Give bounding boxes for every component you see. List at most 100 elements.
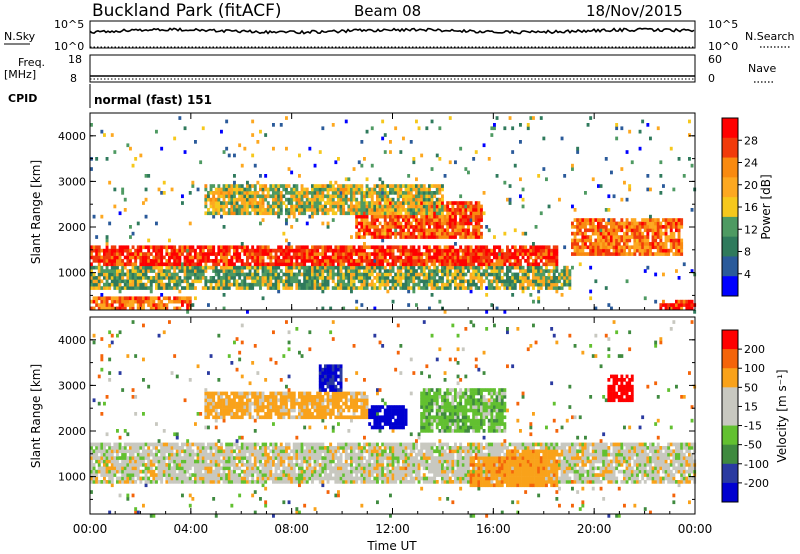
heatmap-cell: [243, 197, 247, 202]
heatmap-cell: [222, 279, 226, 284]
heatmap-cell: [149, 296, 153, 301]
heatmap-cell: [630, 235, 634, 239]
heatmap-cell: [311, 214, 314, 219]
heatmap-cell: [90, 255, 93, 260]
heatmap-cell: [430, 211, 434, 216]
heatmap-cell: [162, 446, 166, 450]
heatmap-cell: [311, 204, 314, 209]
heatmap-cell: [438, 279, 442, 284]
heatmap-cell: [139, 442, 143, 447]
heatmap-cell: [238, 194, 242, 199]
heatmap-cell: [399, 221, 403, 226]
heatmap-cell: [238, 456, 242, 460]
heatmap-cell: [136, 463, 140, 467]
heatmap-cell: [425, 255, 429, 260]
heatmap-cell: [547, 252, 551, 256]
heatmap-cell: [246, 476, 249, 481]
heatmap-cell: [435, 272, 439, 277]
heatmap-cell: [469, 259, 473, 263]
heatmap-cell: [381, 119, 385, 124]
heatmap-cell: [526, 126, 530, 131]
heatmap-cell: [448, 279, 452, 284]
heatmap-cell: [646, 218, 650, 222]
heatmap-cell: [589, 245, 593, 250]
heatmap-cell: [469, 282, 473, 287]
heatmap-cell: [121, 463, 125, 467]
heatmap-cell: [186, 252, 190, 256]
heatmap-cell: [139, 276, 143, 280]
heatmap-cell: [329, 208, 333, 212]
nsky-tick-bottom: 10^0: [54, 40, 84, 53]
heatmap-cell: [370, 194, 374, 199]
heatmap-cell: [199, 473, 203, 477]
heatmap-cell: [412, 228, 416, 233]
heatmap-cell: [480, 248, 483, 253]
heatmap-cell: [259, 252, 262, 256]
heatmap-cell: [118, 435, 122, 440]
heatmap-cell: [230, 476, 234, 481]
heatmap-cell: [142, 357, 145, 362]
heatmap-cell: [446, 272, 450, 277]
heatmap-cell: [136, 286, 140, 290]
heatmap-cell: [118, 245, 122, 250]
heatmap-cell: [253, 265, 257, 270]
heatmap-cell: [511, 255, 515, 260]
heatmap-cell: [134, 459, 138, 464]
heatmap-cell: [123, 255, 127, 260]
heatmap-cell: [357, 201, 361, 205]
heatmap-cell: [412, 279, 416, 284]
heatmap-cell: [217, 269, 221, 273]
heatmap-cell: [298, 282, 301, 287]
heatmap-cell: [209, 279, 213, 284]
heatmap-cell: [194, 286, 197, 290]
heatmap-cell: [352, 184, 356, 188]
heatmap-cell: [233, 456, 236, 460]
heatmap-cell: [435, 218, 439, 222]
heatmap-cell: [160, 299, 164, 304]
heatmap-cell: [175, 374, 179, 379]
heatmap-cell: [597, 184, 600, 188]
heatmap-cell: [347, 204, 351, 209]
heatmap-cell: [472, 208, 476, 212]
heatmap-cell: [238, 452, 242, 457]
heatmap-cell: [214, 252, 218, 256]
heatmap-cell: [108, 306, 112, 311]
heatmap-cell: [287, 211, 291, 216]
heatmap-cell: [454, 218, 457, 222]
heatmap-cell: [118, 252, 122, 256]
heatmap-cell: [162, 286, 166, 290]
heatmap-cell: [433, 262, 437, 267]
heatmap-cell: [420, 262, 424, 267]
heatmap-cell: [108, 255, 112, 260]
heatmap-cell: [389, 191, 392, 195]
heatmap-cell: [422, 282, 426, 287]
heatmap-cell: [409, 187, 413, 192]
heatmap-cell: [222, 150, 226, 154]
heatmap-cell: [389, 235, 392, 239]
heatmap-cell: [511, 276, 515, 280]
heatmap-cell: [352, 276, 356, 280]
heatmap-cell: [344, 265, 348, 270]
heatmap-cell: [240, 204, 244, 209]
heatmap-cell: [357, 221, 361, 226]
heatmap-cell: [617, 242, 621, 246]
heatmap-cell: [690, 269, 694, 273]
heatmap-cell: [105, 242, 109, 246]
heatmap-cell: [300, 259, 304, 263]
heatmap-cell: [370, 163, 374, 168]
heatmap-cell: [464, 262, 468, 267]
heatmap-cell: [217, 476, 221, 481]
heatmap-cell: [526, 279, 530, 284]
heatmap-cell: [329, 201, 333, 205]
heatmap-cell: [417, 279, 421, 284]
heatmap-cell: [360, 248, 364, 253]
heatmap-cell: [201, 269, 205, 273]
heatmap-cell: [490, 279, 494, 284]
heatmap-cell: [186, 255, 190, 260]
heatmap-cell: [357, 272, 361, 277]
heatmap-cell: [183, 442, 187, 447]
heatmap-cell: [415, 272, 418, 277]
heatmap-cell: [409, 225, 413, 229]
heatmap-cell: [474, 286, 478, 290]
heatmap-cell: [342, 262, 346, 267]
